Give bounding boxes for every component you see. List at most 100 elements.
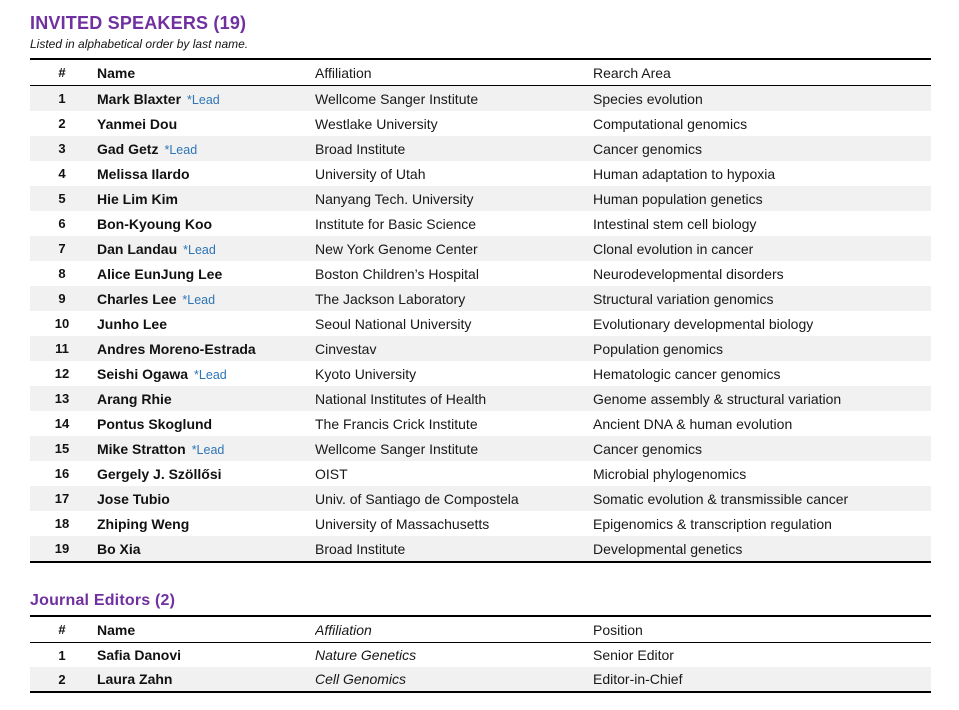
speaker-name: Zhiping Weng bbox=[97, 515, 190, 532]
speaker-research-area: Developmental genetics bbox=[593, 540, 743, 557]
lead-speaker-badge: *Lead bbox=[187, 92, 220, 107]
column-header-position: Position bbox=[593, 621, 643, 638]
speaker-row-number: 7 bbox=[58, 241, 66, 256]
speaker-research-area: Epigenomics & transcription regulation bbox=[593, 515, 832, 532]
speakers-table: # Name Affiliation Rearch Area 1 Mark Bl… bbox=[30, 58, 931, 563]
column-header-affiliation: Affiliation bbox=[315, 621, 372, 638]
editor-position: Senior Editor bbox=[593, 647, 674, 663]
speaker-table-row: 16 Gergely J. Szöllősi OIST Microbial ph… bbox=[30, 461, 931, 486]
editor-affiliation: Cell Genomics bbox=[315, 671, 407, 687]
speaker-table-row: 1 Mark Blaxter *Lead Wellcome Sanger Inst… bbox=[30, 86, 931, 111]
speaker-row-number: 19 bbox=[54, 541, 70, 556]
speaker-row-number: 4 bbox=[58, 166, 66, 181]
speaker-table-row: 9 Charles Lee *Lead The Jackson Laborator… bbox=[30, 286, 931, 311]
speaker-name: Seishi Ogawa *Lead bbox=[97, 365, 227, 382]
speakers-table-body: 1 Mark Blaxter *Lead Wellcome Sanger Inst… bbox=[30, 86, 931, 561]
column-header-number: # bbox=[58, 622, 66, 637]
speaker-name: Pontus Skoglund bbox=[97, 415, 213, 432]
document-page: INVITED SPEAKERS (19) Listed in alphabet… bbox=[30, 13, 931, 693]
speaker-affiliation: University of Massachusetts bbox=[315, 515, 490, 532]
speaker-name: Bon-Kyoung Koo bbox=[97, 215, 213, 232]
speakers-section-title: INVITED SPEAKERS (19) bbox=[30, 13, 247, 33]
speaker-affiliation: Westlake University bbox=[315, 115, 438, 132]
editors-section: Journal Editors (2) # Name Affiliation P… bbox=[30, 592, 931, 693]
speaker-name: Yanmei Dou bbox=[97, 115, 178, 132]
lead-speaker-badge: *Lead bbox=[164, 142, 198, 157]
speaker-table-row: 7 Dan Landau *Lead New York Genome Center… bbox=[30, 236, 931, 261]
speaker-table-row: 19 Bo Xia Broad Institute Developmental … bbox=[30, 536, 931, 561]
column-header-name: Name bbox=[97, 64, 136, 81]
column-header-name: Name bbox=[97, 621, 136, 638]
lead-speaker-badge: *Lead bbox=[194, 367, 227, 382]
column-header-affiliation: Affiliation bbox=[315, 64, 372, 81]
speaker-affiliation: Institute for Basic Science bbox=[315, 215, 477, 232]
speaker-research-area: Intestinal stem cell biology bbox=[593, 215, 757, 232]
speaker-table-row: 3 Gad Getz *Lead Broad Institute Cancer g… bbox=[30, 136, 931, 161]
speaker-table-row: 18 Zhiping Weng University of Massachuse… bbox=[30, 511, 931, 536]
speaker-affiliation: Broad Institute bbox=[315, 140, 406, 157]
speaker-affiliation: OIST bbox=[315, 465, 348, 482]
speaker-table-row: 15 Mike Stratton *Lead Wellcome Sanger In… bbox=[30, 436, 931, 461]
speaker-name: Hie Lim Kim bbox=[97, 190, 178, 207]
speaker-affiliation: The Francis Crick Institute bbox=[315, 415, 478, 432]
speaker-row-number: 3 bbox=[58, 141, 66, 156]
speaker-research-area: Ancient DNA & human evolution bbox=[593, 415, 793, 432]
speaker-affiliation: Broad Institute bbox=[315, 540, 406, 557]
speaker-research-area: Human adaptation to hypoxia bbox=[593, 165, 776, 182]
speaker-research-area: Neurodevelopmental disorders bbox=[593, 265, 784, 282]
speaker-table-row: 8 Alice EunJung Lee Boston Children’s Ho… bbox=[30, 261, 931, 286]
speaker-row-number: 12 bbox=[54, 366, 70, 381]
speaker-row-number: 11 bbox=[55, 341, 69, 356]
speaker-affiliation: Seoul National University bbox=[315, 315, 472, 332]
speaker-research-area: Cancer genomics bbox=[593, 440, 702, 457]
speaker-table-row: 5 Hie Lim Kim Nanyang Tech. University H… bbox=[30, 186, 931, 211]
lead-speaker-badge: *Lead bbox=[183, 242, 216, 257]
speaker-table-row: 11 Andres Moreno-Estrada Cinvestav Popul… bbox=[30, 336, 931, 361]
speaker-research-area: Human population genetics bbox=[593, 190, 763, 207]
speaker-affiliation: New York Genome Center bbox=[315, 240, 478, 257]
speaker-table-row: 4 Melissa Ilardo University of Utah Huma… bbox=[30, 161, 931, 186]
speaker-row-number: 6 bbox=[58, 216, 66, 231]
speaker-row-number: 1 bbox=[58, 91, 66, 106]
speaker-name: Charles Lee *Lead bbox=[97, 290, 216, 307]
editors-table-body: 1 Safia Danovi Nature Genetics Senior Ed… bbox=[30, 643, 931, 691]
speaker-affiliation: Univ. of Santiago de Compostela bbox=[315, 490, 519, 507]
speaker-affiliation: University of Utah bbox=[315, 165, 426, 182]
speaker-row-number: 15 bbox=[54, 441, 70, 456]
speaker-row-number: 9 bbox=[58, 291, 66, 306]
editor-name: Laura Zahn bbox=[97, 671, 173, 687]
speaker-table-row: 13 Arang Rhie National Institutes of Hea… bbox=[30, 386, 931, 411]
speaker-row-number: 13 bbox=[54, 391, 70, 406]
speaker-name: Andres Moreno-Estrada bbox=[97, 340, 256, 357]
editor-row-number: 2 bbox=[58, 671, 66, 687]
editor-table-row: 1 Safia Danovi Nature Genetics Senior Ed… bbox=[30, 643, 931, 667]
speaker-name: Alice EunJung Lee bbox=[97, 265, 223, 282]
section-divider-space bbox=[30, 563, 931, 592]
lead-speaker-badge: *Lead bbox=[182, 292, 216, 307]
speaker-name: Gergely J. Szöllősi bbox=[97, 465, 222, 482]
speaker-row-number: 16 bbox=[54, 466, 70, 481]
speaker-row-number: 8 bbox=[58, 266, 66, 281]
editor-row-number: 1 bbox=[58, 647, 66, 663]
speaker-name: Mike Stratton *Lead bbox=[97, 440, 225, 457]
editor-name: Safia Danovi bbox=[97, 647, 182, 663]
speaker-affiliation: Cinvestav bbox=[315, 340, 377, 357]
speaker-research-area: Genome assembly & structural variation bbox=[593, 390, 842, 407]
speaker-name: Junho Lee bbox=[97, 315, 168, 332]
speaker-row-number: 10 bbox=[54, 316, 70, 331]
speaker-row-number: 5 bbox=[58, 191, 66, 206]
speaker-name: Jose Tubio bbox=[97, 490, 170, 507]
speaker-name: Mark Blaxter *Lead bbox=[97, 90, 220, 107]
speaker-name: Gad Getz *Lead bbox=[97, 140, 198, 157]
speaker-row-number: 2 bbox=[58, 116, 66, 131]
speaker-table-row: 6 Bon-Kyoung Koo Institute for Basic Sci… bbox=[30, 211, 931, 236]
column-header-number: # bbox=[58, 65, 66, 80]
speaker-affiliation: Kyoto University bbox=[315, 365, 417, 382]
editor-table-row: 2 Laura Zahn Cell Genomics Editor-in-Chi… bbox=[30, 667, 931, 691]
speaker-row-number: 18 bbox=[54, 516, 70, 531]
speaker-table-row: 10 Junho Lee Seoul National University E… bbox=[30, 311, 931, 336]
lead-speaker-badge: *Lead bbox=[191, 442, 225, 457]
speaker-affiliation: National Institutes of Health bbox=[315, 390, 487, 407]
speaker-research-area: Clonal evolution in cancer bbox=[593, 240, 754, 257]
editor-position: Editor-in-Chief bbox=[593, 671, 683, 687]
